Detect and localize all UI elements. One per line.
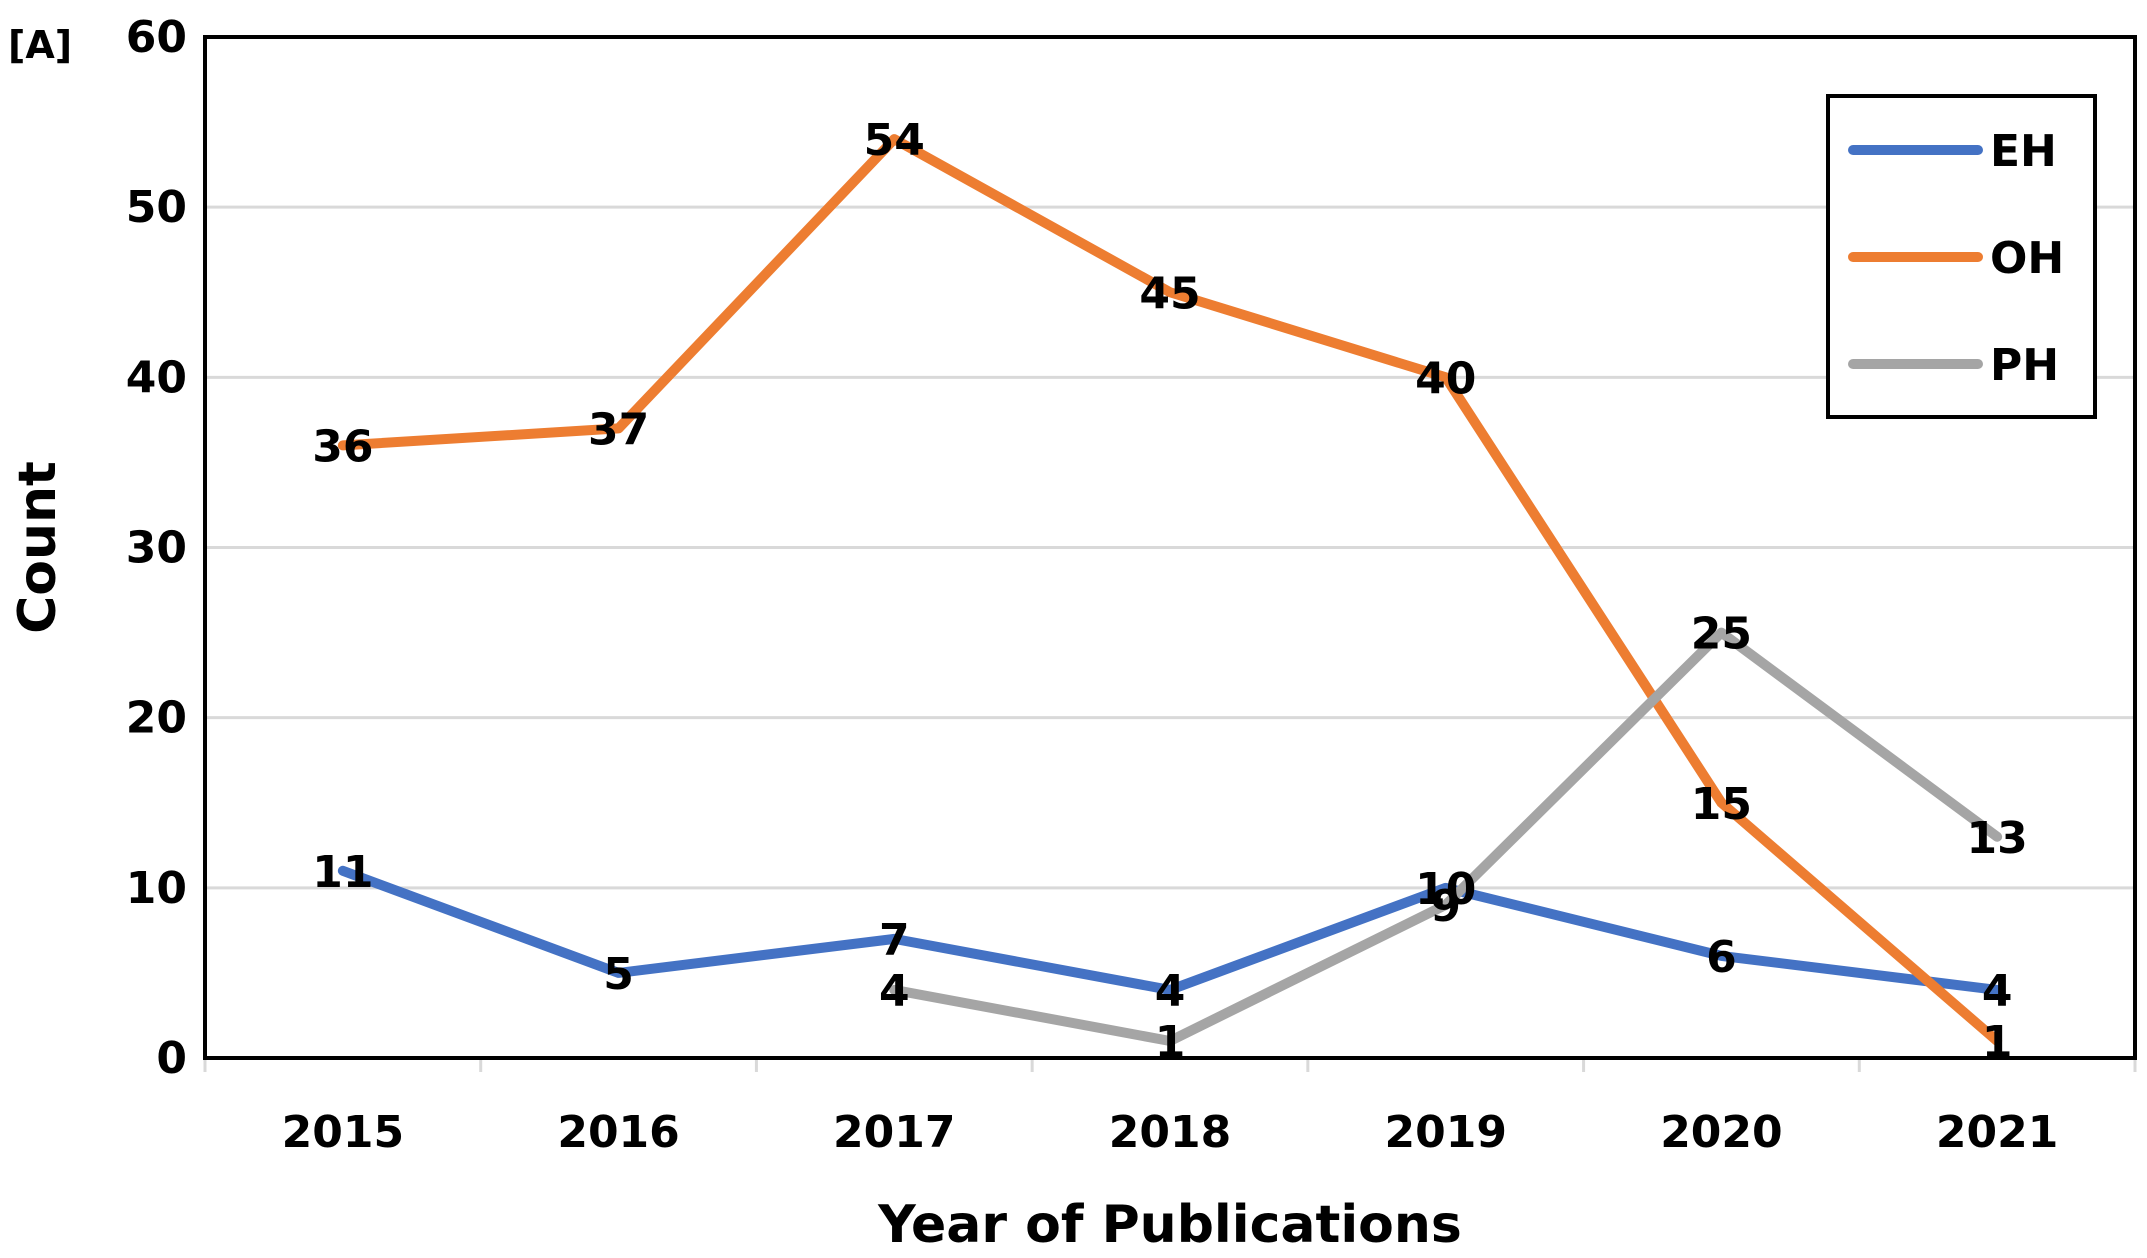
y-tick-label-30: 30	[126, 523, 187, 574]
data-label-EH-2019: 10	[1415, 864, 1476, 915]
y-tick-label-50: 50	[126, 182, 187, 233]
x-tick-label-2019: 2019	[1384, 1107, 1506, 1158]
data-label-OH-2016: 37	[588, 404, 649, 455]
y-tick-label-20: 20	[126, 693, 187, 744]
data-label-OH-2021: 1	[1982, 1017, 2013, 1068]
series-line-EH	[337, 865, 2003, 995]
data-label-OH-2019: 40	[1415, 353, 1476, 404]
x-tick-label-2015: 2015	[282, 1107, 404, 1158]
data-label-EH-2015: 11	[312, 847, 373, 898]
data-label-OH-2020: 15	[1691, 779, 1752, 830]
data-label-PH-2021: 13	[1967, 813, 2028, 864]
y-tick-label-60: 60	[126, 12, 187, 63]
y-tick-label-10: 10	[126, 863, 187, 914]
x-axis-title: Year of Publications	[877, 1195, 1462, 1255]
legend: EH OH PH	[1826, 94, 2097, 419]
y-tick-label-40: 40	[126, 352, 187, 403]
data-label-PH-2018: 1	[1155, 1017, 1186, 1068]
data-label-PH-2019: 9	[1430, 881, 1461, 932]
data-label-EH-2020: 6	[1706, 932, 1737, 983]
y-axis-ticks: 0 10 20 30 40 50 60	[126, 12, 187, 1084]
series-line-OH	[337, 134, 2003, 1046]
x-tick-label-2016: 2016	[557, 1107, 679, 1158]
data-label-OH-2015: 36	[312, 421, 373, 472]
data-label-EH-2016: 5	[603, 949, 634, 1000]
legend-label-PH: PH	[1990, 340, 2059, 391]
x-tick-label-2020: 2020	[1660, 1107, 1782, 1158]
plot-border	[203, 35, 2137, 1060]
series-lines	[337, 134, 2003, 1046]
x-axis: 2015 2016 2017 2018 2019 2020 2021	[203, 1056, 2137, 1158]
data-label-OH-2018: 45	[1139, 268, 1200, 319]
series-line-PH	[889, 627, 2003, 1046]
x-tick-label-2021: 2021	[1936, 1107, 2058, 1158]
x-tick-label-2018: 2018	[1109, 1107, 1231, 1158]
panel-label: [A]	[8, 23, 72, 67]
legend-label-OH: OH	[1990, 233, 2064, 284]
y-tick-label-0: 0	[156, 1033, 187, 1084]
data-label-PH-2017: 4	[879, 966, 910, 1017]
y-axis-title: Count	[8, 461, 68, 634]
legend-label-EH: EH	[1990, 126, 2057, 177]
data-label-EH-2018: 4	[1155, 966, 1186, 1017]
data-label-EH-2017: 7	[879, 915, 910, 966]
data-label-OH-2017: 54	[864, 115, 925, 166]
data-label-PH-2020: 25	[1691, 609, 1752, 660]
data-label-EH-2021: 4	[1982, 966, 2013, 1017]
x-tick-label-2017: 2017	[833, 1107, 955, 1158]
